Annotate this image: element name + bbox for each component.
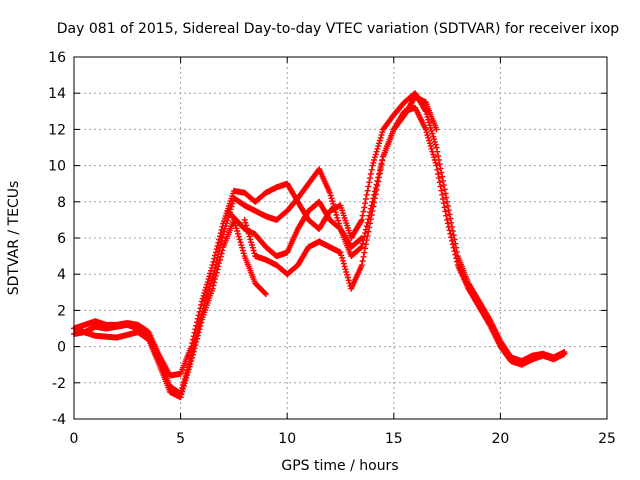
y-tick-label: -4 — [52, 412, 66, 428]
y-tick-label: 14 — [48, 86, 66, 102]
series-markers — [224, 198, 365, 260]
x-tick-label: 10 — [278, 431, 296, 447]
chart-title: Day 081 of 2015, Sidereal Day-to-day VTE… — [57, 21, 620, 37]
x-axis-label: GPS time / hours — [281, 458, 398, 474]
y-tick-label: 2 — [57, 303, 66, 319]
series-markers — [75, 216, 269, 401]
series-trace-4 — [224, 198, 365, 260]
series-markers — [241, 93, 440, 292]
x-tick-label: 0 — [70, 431, 79, 447]
y-axis-label: SDTVAR / TECUs — [6, 181, 22, 296]
y-tick-label: 16 — [48, 50, 66, 66]
y-tick-label: 10 — [48, 159, 66, 175]
y-tick-label: 4 — [57, 267, 66, 283]
series-trace-3 — [75, 216, 269, 401]
series-markers — [71, 104, 568, 397]
y-tick-label: 0 — [57, 340, 66, 356]
data-series — [71, 90, 568, 401]
x-tick-label: 25 — [598, 431, 616, 447]
series-trace-5 — [241, 93, 440, 292]
x-tick-label: 5 — [176, 431, 185, 447]
y-tick-label: 12 — [48, 122, 66, 138]
y-tick-label: 8 — [57, 195, 66, 211]
x-tick-label: 20 — [491, 431, 509, 447]
series-trace-2 — [71, 104, 568, 397]
y-tick-label: -2 — [52, 376, 66, 392]
x-tick-label: 15 — [385, 431, 403, 447]
y-tick-label: 6 — [57, 231, 66, 247]
axis-ticks: 0 5 10 15 20 25 -4 -2 0 2 4 6 8 10 12 14 16 — [48, 50, 616, 447]
